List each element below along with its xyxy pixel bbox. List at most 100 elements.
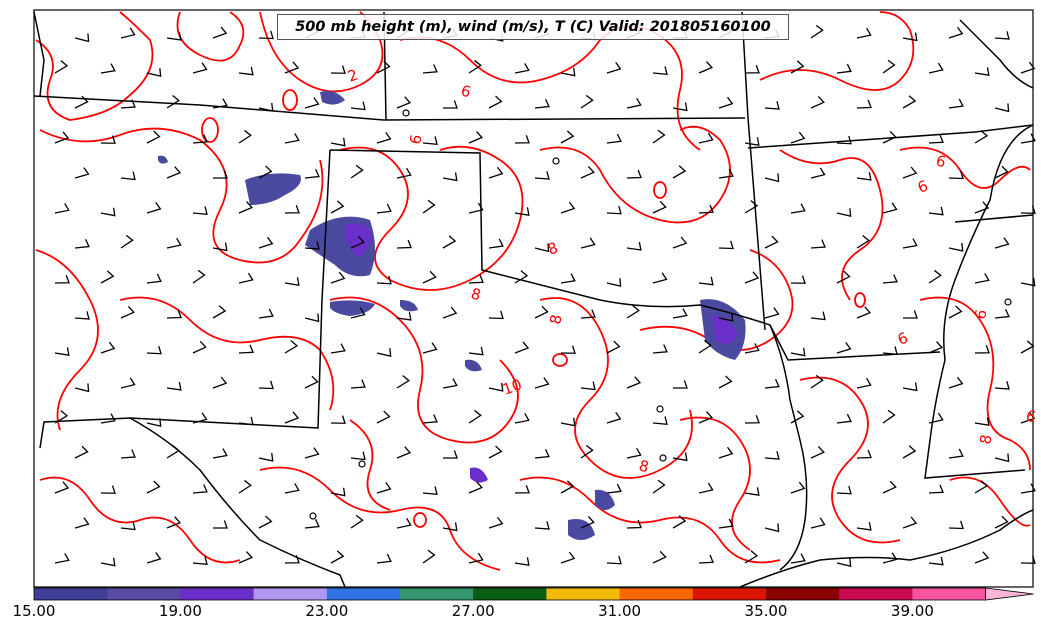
wind-barb	[488, 382, 504, 392]
wind-barb	[994, 453, 1010, 463]
wind-barb	[166, 31, 182, 41]
colorbar-segment	[619, 588, 694, 600]
wind-barb	[468, 131, 483, 144]
wind-barb	[1020, 277, 1036, 287]
contour-label: 8	[637, 456, 651, 476]
contour-label: 8	[976, 433, 995, 446]
wind-barb	[882, 59, 896, 74]
wind-barb	[928, 269, 942, 284]
wind-barb	[652, 344, 668, 354]
temperature-contours	[35, 11, 1031, 571]
contour-line	[949, 476, 1031, 527]
wind-barb	[468, 481, 483, 494]
border-line	[33, 95, 746, 121]
colorbar-extend-arrow	[985, 587, 1034, 601]
wind-barb	[974, 345, 990, 354]
station-markers	[309, 109, 1012, 520]
wind-barb	[1020, 61, 1036, 74]
wind-barb	[443, 450, 458, 459]
border-line	[924, 124, 1034, 479]
wind-barb	[764, 235, 779, 249]
wind-barb	[856, 377, 872, 389]
wind-barb	[192, 134, 208, 144]
wind-barb	[744, 200, 759, 214]
wind-barb	[856, 449, 872, 459]
wind-barb	[488, 238, 504, 249]
border-line	[741, 11, 766, 331]
wind-barb	[810, 374, 824, 389]
wind-barb	[836, 63, 852, 74]
wind-barb	[790, 481, 806, 494]
wind-barb	[330, 137, 346, 147]
map-title: 500 mb height (m), wind (m/s), T (C) Val…	[277, 14, 789, 40]
station-marker	[552, 157, 560, 165]
wind-barb	[652, 66, 668, 75]
filled-region	[245, 173, 301, 205]
wind-barb	[304, 97, 320, 109]
wind-barb	[304, 519, 320, 529]
wind-barb	[330, 271, 346, 284]
wind-barb	[810, 95, 825, 109]
wind-barb	[652, 479, 666, 494]
wind-barb	[514, 135, 530, 144]
wind-barb	[376, 410, 391, 424]
wind-barb	[626, 97, 642, 109]
wind-barb	[514, 341, 530, 354]
wind-barb	[422, 199, 436, 214]
contour-line	[779, 149, 884, 301]
wind-barb	[902, 516, 918, 529]
wind-barb	[468, 346, 484, 356]
wind-barb	[928, 556, 944, 566]
wind-barb	[442, 378, 458, 389]
wind-barb	[304, 447, 320, 459]
wind-barb	[74, 95, 89, 109]
wind-barb	[330, 550, 345, 564]
wind-barb	[120, 27, 136, 39]
wind-barb	[652, 550, 667, 564]
wind-barb	[948, 26, 964, 39]
wind-barb	[902, 95, 917, 109]
wind-barb	[744, 415, 760, 424]
border-line	[769, 324, 808, 571]
wind-barb	[718, 375, 733, 389]
wind-barb	[882, 480, 897, 494]
wind-barb	[744, 487, 760, 496]
wind-barb	[192, 340, 207, 354]
colorbar-segment	[253, 588, 328, 600]
contour-label: 8	[546, 313, 565, 326]
wind-barb	[422, 342, 438, 354]
wind-barb	[902, 166, 918, 179]
wind-barb	[74, 517, 90, 529]
wind-barb	[396, 167, 412, 179]
wind-barb	[192, 556, 208, 565]
wind-barb	[54, 553, 70, 564]
wind-barb	[836, 270, 851, 284]
wind-barb	[166, 381, 182, 391]
contour-label: 6	[459, 81, 473, 101]
wind-barb	[744, 550, 759, 564]
wind-barb	[836, 413, 852, 424]
wind-barb	[948, 170, 964, 180]
wind-barb	[422, 414, 438, 424]
wind-barb	[1020, 411, 1036, 424]
wind-barb	[488, 166, 504, 179]
wind-barb	[534, 521, 550, 530]
wind-barb	[764, 101, 780, 110]
wind-barb	[902, 382, 918, 392]
wind-barb	[146, 345, 162, 355]
wind-barb	[652, 200, 667, 214]
wind-barb	[258, 452, 274, 462]
wind-barb	[443, 100, 458, 109]
wind-barb	[468, 409, 482, 424]
wind-barb	[468, 274, 484, 284]
wind-barb	[698, 204, 714, 214]
wind-barb	[192, 62, 208, 74]
wind-barb	[698, 276, 714, 286]
wind-barb	[534, 243, 550, 253]
wind-barb	[376, 553, 392, 564]
wind-barb	[698, 554, 714, 564]
filled-region	[595, 489, 615, 510]
wind-barb	[580, 515, 595, 529]
wind-barb	[606, 555, 622, 565]
